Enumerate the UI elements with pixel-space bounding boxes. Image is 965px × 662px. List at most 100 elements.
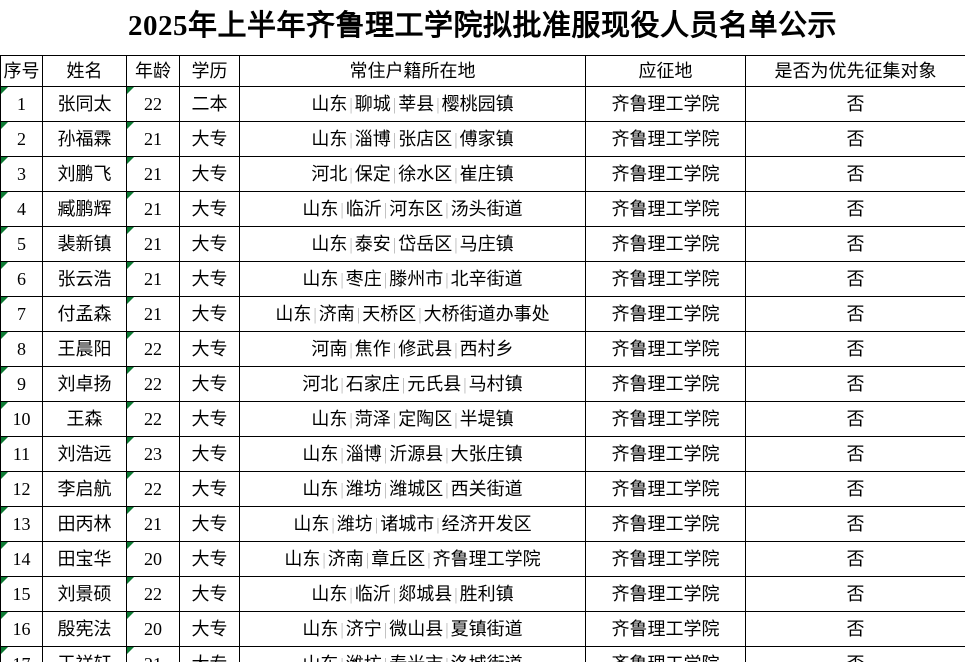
address-segment: 淄博 [354,128,391,149]
address-segment: 保定 [354,163,391,184]
address-segment: 河南 [311,338,348,359]
table-row: 6 张云浩 21 大专 山东 | 枣庄 | 滕州市 | 北辛街道 齐鲁理工学院否 [0,261,965,297]
address-separator: | [349,339,353,359]
address-segment: 山东 [302,618,339,639]
cell-education: 大专 [179,541,240,577]
table-row: 17王祥轩21大专山东|潍坊|寿光市|洛城街道齐鲁理工学院否 [0,646,965,662]
address-separator: | [454,129,458,149]
address-segment: 山东 [275,303,312,324]
address-separator: | [392,234,397,254]
cell-education: 大专 [179,471,240,507]
cell-address: 河南 | 焦作 | 修武县 | 西村乡 [239,331,586,367]
cell-address: 山东|潍坊|寿光市|洛城街道 [239,646,586,662]
address-segment: 寿光市 [389,654,443,662]
enlistment-roster-table: 序号 姓名 年龄 学历 常住户籍所在地 应征地 是否为优先征集对象 1 张同太 22… [0,55,965,662]
cell-destination: 齐鲁理工学院 [585,646,746,662]
address-separator: | [445,444,449,464]
cell-priority: 否 [745,436,965,472]
address-separator: | [454,409,458,429]
cell-destination: 齐鲁理工学院 [585,436,746,472]
address-segment: 山东 [302,654,338,662]
address-segment: 岱岳区 [398,233,453,254]
cell-index: 3 [0,156,43,192]
cell-index: 14 [0,541,43,577]
cell-education: 大专 [179,506,240,542]
cell-name: 刘鹏飞 [42,156,127,192]
address-segment: 修武县 [398,338,453,359]
cell-age: 22 [126,331,180,367]
cell-destination: 齐鲁理工学院 [585,296,746,332]
address-segment: 山东 [284,548,321,569]
cell-priority: 否 [745,611,965,647]
address-segment: 夏镇街道 [450,618,523,639]
address-segment: 沂源县 [389,443,444,464]
cell-priority: 否 [745,226,965,262]
cell-priority: 否 [745,366,965,402]
cell-age: 21 [126,191,180,227]
address-separator: | [436,514,440,534]
address-segment: 泰安 [354,233,391,254]
table-row: 4 臧鹏辉 21 大专 山东 | 临沂 | 河东区 | 汤头街道 齐鲁理工学院否 [0,191,965,227]
address-separator: | [349,584,353,604]
address-segment: 莘县 [398,93,435,114]
address-segment: 潍城区 [389,478,444,499]
cell-address: 山东 | 潍坊 | 潍城区 | 西关街道 [239,471,586,507]
address-segment: 半堤镇 [459,408,514,429]
table-row: 2 孙福霖 21 大专 山东 | 淄博 | 张店区 | 傅家镇 齐鲁理工学院否 [0,121,965,157]
cell-address: 山东 | 潍坊 | 诸城市 | 经济开发区 [239,506,586,542]
address-segment: 洛城街道 [451,654,523,662]
address-segment: 崔庄镇 [459,163,514,184]
address-separator: | [322,549,326,569]
cell-priority: 否 [745,506,965,542]
address-separator: | [454,584,458,604]
address-separator: | [445,619,449,639]
cell-name: 刘浩远 [42,436,127,472]
address-separator: | [392,94,397,114]
cell-priority: 否 [745,296,965,332]
cell-name: 付孟森 [42,296,127,332]
address-segment: 北辛街道 [450,268,523,289]
address-separator: | [427,549,431,569]
cell-address: 山东 | 淄博 | 沂源县 | 大张庄镇 [239,436,586,472]
cell-index: 12 [0,471,43,507]
address-segment: 汤头街道 [450,198,523,219]
address-segment: 傅家镇 [459,128,514,149]
cell-index: 16 [0,611,43,647]
address-segment: 胜利镇 [459,583,514,604]
address-separator: | [445,199,449,219]
cell-address: 河北 | 保定 | 徐水区 | 崔庄镇 [239,156,586,192]
cell-priority: 否 [745,121,965,157]
cell-address: 山东 | 淄博 | 张店区 | 傅家镇 [239,121,586,157]
address-segment: 聊城 [354,93,391,114]
table-body: 1 张同太 22 二本 山东 | 聊城 | 莘县 | 樱桃园镇 齐鲁理工学院否 2 孙福霖 21 大专 山东 | 淄… [0,86,965,662]
address-separator: | [349,94,353,114]
cell-education: 大专 [179,261,240,297]
address-separator: | [454,339,458,359]
address-separator: | [401,374,406,394]
cell-name: 刘卓扬 [42,366,127,402]
address-separator: | [374,514,379,534]
address-separator: | [392,129,397,149]
cell-age: 21 [126,296,180,332]
address-segment: 山东 [302,268,339,289]
table-header-row: 序号 姓名 年龄 学历 常住户籍所在地 应征地 是否为优先征集对象 [0,55,965,87]
address-segment: 淄博 [345,443,382,464]
cell-age: 22 [126,576,180,612]
cell-education: 大专 [179,576,240,612]
cell-education: 大专 [179,121,240,157]
address-segment: 元氏县 [407,373,462,394]
cell-education: 大专 [179,646,240,662]
table-row: 14 田宝华 20 大专 山东 | 济南 | 章丘区 | 齐鲁理工学院 齐鲁理工学院否 [0,541,965,577]
cell-name: 张云浩 [42,261,127,297]
cell-name: 李启航 [42,471,127,507]
address-separator: | [383,199,388,219]
address-separator: | [383,444,388,464]
address-separator: | [436,94,440,114]
cell-education: 大专 [179,401,240,437]
address-segment: 滕州市 [389,268,444,289]
address-segment: 山东 [311,93,348,114]
address-segment: 山东 [311,233,348,254]
cell-age: 21 [126,506,180,542]
cell-age: 21 [126,121,180,157]
address-separator: | [392,164,397,184]
